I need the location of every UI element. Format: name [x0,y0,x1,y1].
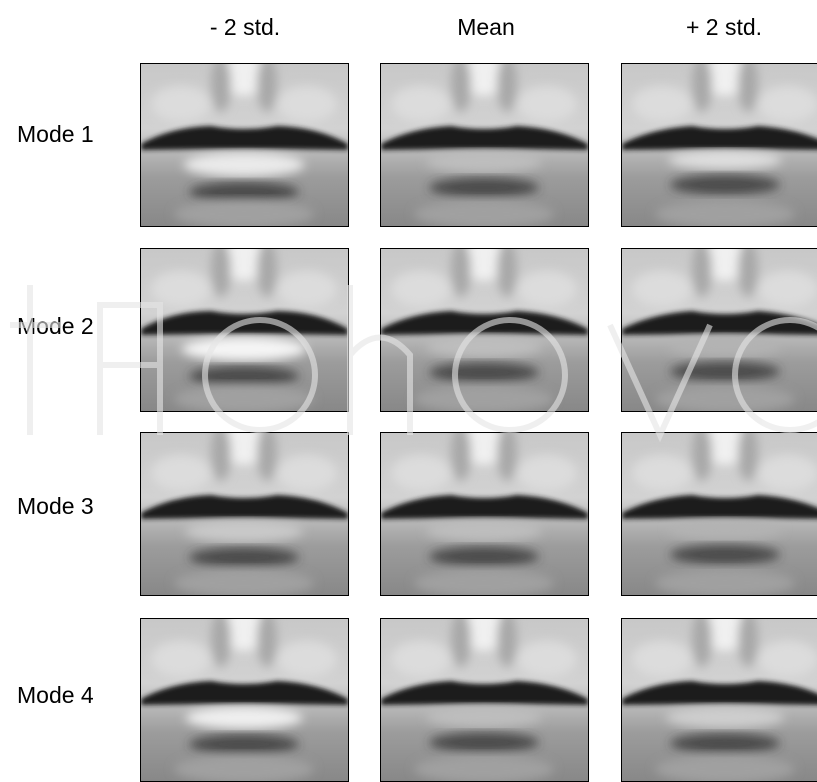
lip-image-mode-4-mean [380,618,589,782]
lip-image-mode-2-minus-2-std [140,248,349,412]
lip-image-mode-3-minus-2-std [140,432,349,596]
lip-image-mode-4-plus-2-std [621,618,817,782]
lip-image-mode-4-minus-2-std [140,618,349,782]
row-label-mode-2: Mode 2 [17,313,94,339]
row-label-mode-1: Mode 1 [17,121,94,147]
column-header-plus-2-std: + 2 std. [685,14,763,40]
lip-image-mode-3-mean [380,432,589,596]
lip-image-mode-1-mean [380,63,589,227]
column-header-mean: Mean [457,14,515,40]
lip-image-mode-2-plus-2-std [621,248,817,412]
lip-image-mode-1-plus-2-std [621,63,817,227]
row-label-mode-4: Mode 4 [17,682,94,708]
lip-image-mode-2-mean [380,248,589,412]
row-label-mode-3: Mode 3 [17,493,94,519]
lip-image-mode-1-minus-2-std [140,63,349,227]
lip-image-mode-3-plus-2-std [621,432,817,596]
column-header-minus-2-std: - 2 std. [209,14,281,40]
